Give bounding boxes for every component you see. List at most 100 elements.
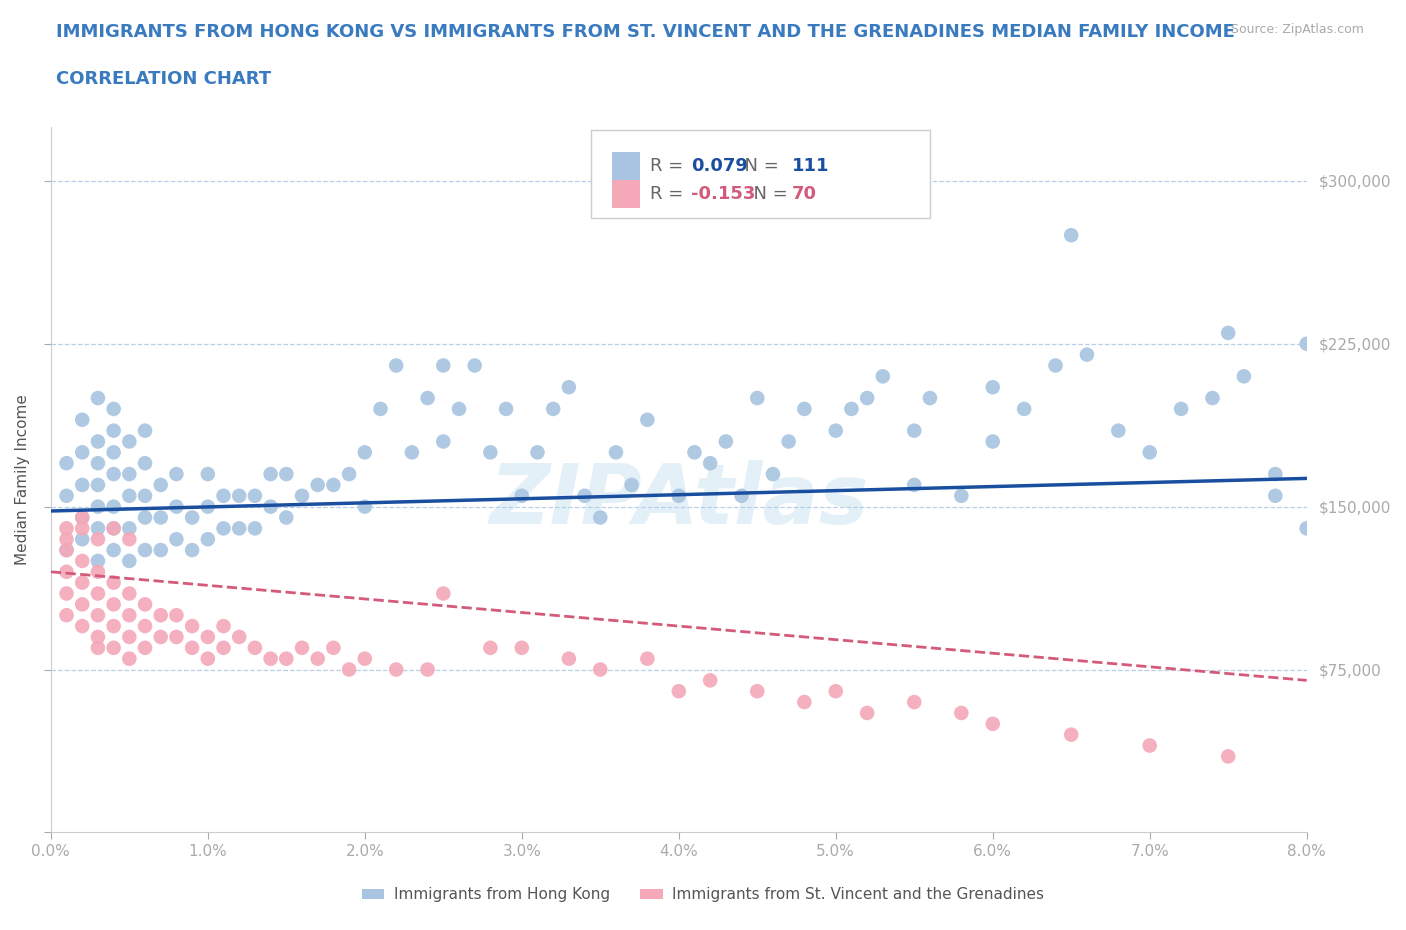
Point [541,402,564,417]
Point [70,532,93,547]
Point [118,586,141,601]
Text: -0.153: -0.153 [692,185,755,204]
Text: 0.079: 0.079 [692,157,748,175]
Point [824,684,846,698]
Point [950,706,973,721]
Point [1012,402,1035,417]
Point [134,618,156,633]
Point [134,488,156,503]
Point [118,651,141,666]
Point [87,477,110,492]
Point [197,467,219,482]
FancyBboxPatch shape [591,130,929,219]
Point [103,576,125,591]
Point [950,488,973,503]
Point [416,662,439,677]
Point [856,706,879,721]
Point [243,641,266,656]
Point [181,542,204,557]
Point [55,521,77,536]
Point [322,641,344,656]
Point [620,477,643,492]
Point [730,488,752,503]
Point [70,510,93,525]
Point [322,477,344,492]
Point [353,499,375,514]
Point [103,521,125,536]
Point [903,423,925,438]
Point [103,499,125,514]
Point [683,445,706,459]
Text: 111: 111 [792,157,830,175]
Point [337,467,360,482]
Text: IMMIGRANTS FROM HONG KONG VS IMMIGRANTS FROM ST. VINCENT AND THE GRENADINES MEDI: IMMIGRANTS FROM HONG KONG VS IMMIGRANTS … [56,23,1234,41]
Point [714,434,737,449]
Point [228,630,250,644]
Point [87,532,110,547]
Point [228,488,250,503]
Point [259,467,281,482]
Point [134,423,156,438]
Bar [612,180,640,208]
Point [55,488,77,503]
Point [103,618,125,633]
Point [495,402,517,417]
Point [103,467,125,482]
Text: Source: ZipAtlas.com: Source: ZipAtlas.com [1230,23,1364,36]
Point [337,662,360,677]
Point [70,597,93,612]
Point [307,651,329,666]
Point [87,608,110,623]
Point [856,391,879,405]
Point [103,521,125,536]
Point [118,488,141,503]
Point [165,532,187,547]
Point [668,488,690,503]
Point [55,532,77,547]
Point [981,716,1004,731]
Text: CORRELATION CHART: CORRELATION CHART [56,70,271,87]
Point [243,521,266,536]
Point [370,402,392,417]
Point [55,586,77,601]
Point [903,477,925,492]
Point [510,641,533,656]
Point [636,412,658,427]
Point [1060,228,1083,243]
Point [918,391,941,405]
Point [558,651,581,666]
Point [981,434,1004,449]
Point [70,553,93,568]
Point [432,586,454,601]
Point [87,641,110,656]
Point [212,618,235,633]
Point [762,467,785,482]
Point [134,641,156,656]
Point [1076,347,1098,362]
Point [385,662,408,677]
Point [432,358,454,373]
Point [118,521,141,536]
Point [1139,445,1161,459]
Point [118,630,141,644]
Point [432,434,454,449]
Point [149,630,172,644]
Point [134,510,156,525]
Point [1264,467,1286,482]
Point [55,608,77,623]
Point [526,445,548,459]
Point [149,542,172,557]
Point [510,488,533,503]
Point [87,499,110,514]
Point [118,532,141,547]
Point [181,618,204,633]
Point [165,608,187,623]
Point [70,445,93,459]
Point [1107,423,1129,438]
Text: R =: R = [650,185,689,204]
Point [149,477,172,492]
Point [149,510,172,525]
Point [70,521,93,536]
Point [87,565,110,579]
Point [87,630,110,644]
